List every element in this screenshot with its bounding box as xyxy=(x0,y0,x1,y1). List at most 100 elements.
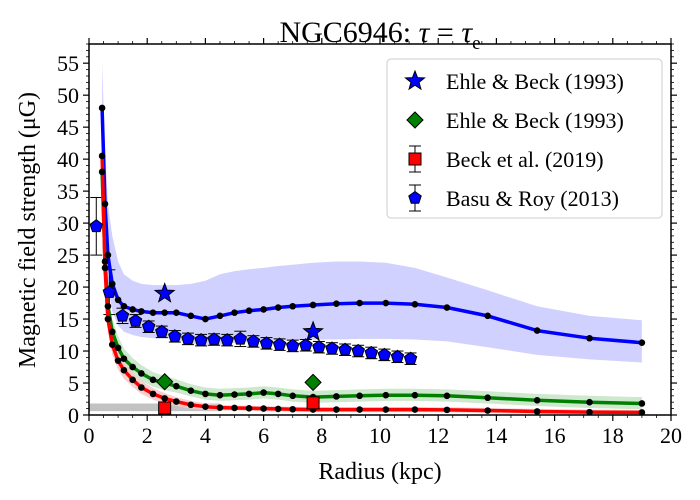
basu-roy-point xyxy=(128,313,143,327)
series-2-point xyxy=(638,409,646,416)
basu-roy-point xyxy=(364,345,379,359)
basu-roy-point xyxy=(312,340,326,353)
basu-roy-point xyxy=(220,333,234,346)
ehle-beck-star-point xyxy=(153,282,176,303)
y-tick-label: 25 xyxy=(57,243,79,268)
series-2-point xyxy=(108,341,116,348)
series-1-point xyxy=(101,258,109,265)
series-0-point xyxy=(161,309,168,316)
series-1-point xyxy=(411,391,419,399)
series-1-point xyxy=(108,328,116,336)
series-0-point xyxy=(104,251,112,259)
y-tick-label: 20 xyxy=(57,275,79,300)
series-2-point xyxy=(333,406,340,413)
x-tick-label: 14 xyxy=(485,423,507,448)
series-1-point xyxy=(98,168,106,176)
series-1-point xyxy=(114,344,122,352)
basu-roy-point xyxy=(141,319,156,333)
x-tick-label: 16 xyxy=(544,423,566,448)
basu-roy-point xyxy=(272,337,287,351)
basu-roy-point xyxy=(207,332,221,346)
series-2-point xyxy=(161,395,168,402)
series-1-point xyxy=(104,302,112,310)
series-0-point xyxy=(129,306,136,313)
series-0-point xyxy=(108,280,116,288)
x-tick-label: 18 xyxy=(602,423,624,448)
y-tick-label: 35 xyxy=(57,179,79,204)
legend-label: Ehle & Beck (1993) xyxy=(446,108,624,133)
legend-star-icon xyxy=(404,69,426,91)
series-1-point xyxy=(586,398,593,406)
basu-roy-point xyxy=(285,338,300,352)
series-1-point xyxy=(138,370,145,377)
y-tick-label: 10 xyxy=(57,339,79,364)
y-tick-label: 5 xyxy=(68,371,79,396)
series-1-point xyxy=(443,392,451,400)
series-1-point xyxy=(216,391,224,399)
y-axis-label: Magnetic field strength (μG) xyxy=(15,92,41,368)
series-1-point xyxy=(231,391,238,398)
series-2-point xyxy=(289,405,297,413)
series-2-point xyxy=(129,376,136,384)
series-0-point xyxy=(638,339,646,347)
series-2-point xyxy=(149,390,157,398)
beck-square-point xyxy=(158,401,172,415)
series-1-band xyxy=(102,152,642,410)
series-1-point xyxy=(274,390,282,398)
y-tick-label: 45 xyxy=(57,115,79,140)
x-axis-label: Radius (kpc) xyxy=(318,459,441,485)
series-1-point xyxy=(382,391,390,399)
basu-roy-point xyxy=(233,331,248,345)
series-0-point xyxy=(274,304,282,311)
series-1-point xyxy=(202,390,209,398)
series-2-point xyxy=(231,404,238,412)
series-2-point xyxy=(114,357,122,364)
series-1-point xyxy=(484,394,491,402)
basu-roy-point xyxy=(181,331,195,345)
basu-roy-point xyxy=(155,324,169,338)
series-1-point xyxy=(638,400,646,407)
series-0-point xyxy=(101,200,109,208)
y-tick-label: 30 xyxy=(57,211,79,236)
legend-diamond-icon xyxy=(406,111,424,129)
series-2-point xyxy=(98,152,106,160)
legend-pentagon-icon xyxy=(408,190,422,204)
basu-roy-point xyxy=(351,343,365,357)
series-0-point xyxy=(98,104,106,112)
series-2-point xyxy=(173,398,180,405)
series-1-point xyxy=(356,392,363,400)
ehle-beck-star-point xyxy=(302,320,324,342)
basu-roy-point xyxy=(102,285,117,298)
series-0-point xyxy=(289,302,297,310)
x-tick-label: 20 xyxy=(660,423,682,448)
legend-label: Ehle & Beck (1993) xyxy=(446,69,624,94)
series-2-point xyxy=(382,406,390,413)
basu-roy-point xyxy=(299,338,313,351)
series-1-point xyxy=(260,389,267,396)
chart-title: NGC6946: τ = τe xyxy=(279,16,480,54)
x-tick-label: 2 xyxy=(142,423,153,448)
x-tick-label: 10 xyxy=(369,423,391,448)
y-tick-label: 40 xyxy=(57,147,79,172)
basu-roy-point xyxy=(168,329,182,343)
series-2-point xyxy=(274,405,282,413)
series-0-point xyxy=(231,309,238,316)
series-2-point xyxy=(411,406,419,413)
basu-roy-point xyxy=(194,333,208,346)
x-tick-label: 8 xyxy=(316,423,327,448)
x-tick-label: 4 xyxy=(200,423,211,448)
x-tick-label: 0 xyxy=(84,423,95,448)
series-2-point xyxy=(484,407,491,414)
series-0-point xyxy=(356,299,363,307)
basu-roy-point xyxy=(390,349,405,363)
basu-roy-point xyxy=(377,347,392,361)
series-0-point xyxy=(149,309,157,316)
basu-roy-point xyxy=(325,341,339,355)
series-2-point xyxy=(533,408,541,415)
series-0-point xyxy=(309,301,317,309)
series-2-point xyxy=(101,264,109,272)
basu-roy-point xyxy=(89,219,104,233)
basu-roy-point xyxy=(246,334,261,348)
legend-label: Beck et al. (2019) xyxy=(446,147,604,172)
